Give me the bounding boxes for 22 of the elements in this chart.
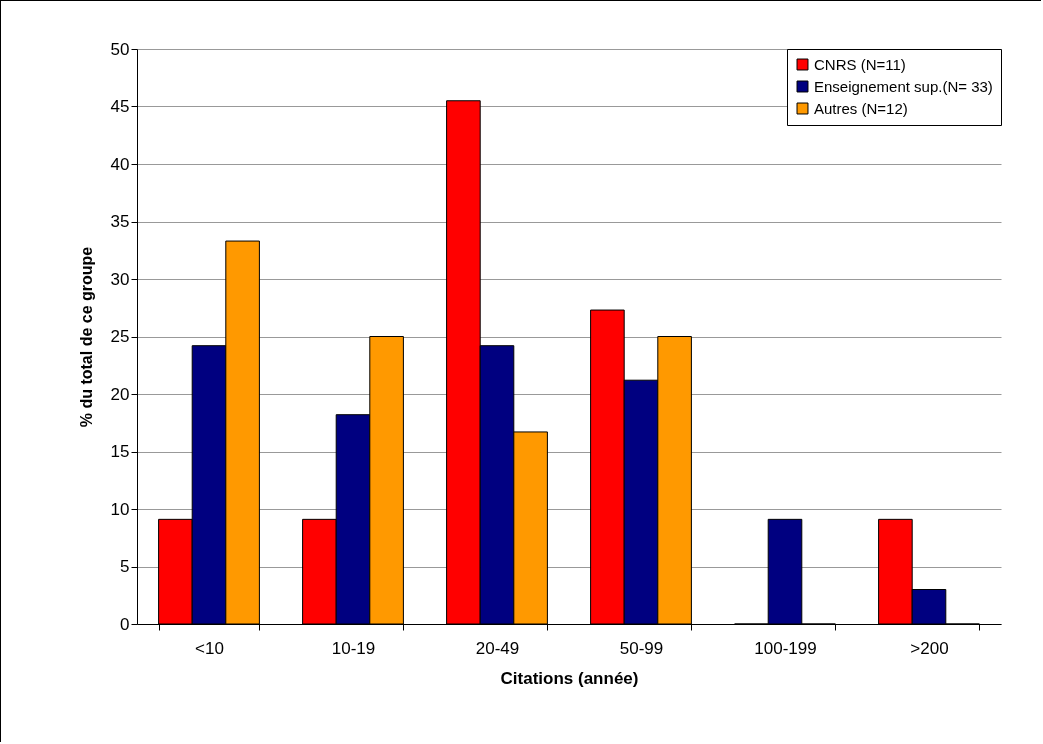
y-tick-label: 35 <box>110 212 130 231</box>
x-tick-label: 100-199 <box>754 638 817 658</box>
legend-label: Autres (N=12) <box>814 99 908 117</box>
x-axis-title: Citations (année) <box>500 668 639 688</box>
x-tick-label: >200 <box>910 638 949 658</box>
y-tick-label: 50 <box>110 39 130 59</box>
y-tick-label: 30 <box>110 269 130 289</box>
x-tick-label: <10 <box>195 638 224 658</box>
y-tick-label: 25 <box>110 327 130 346</box>
y-tick-label: 40 <box>110 154 130 174</box>
y-tick-label: 45 <box>110 97 130 116</box>
x-tick-label: 50-99 <box>619 638 664 658</box>
legend-label: Enseignement sup.(N= 33) <box>814 77 993 95</box>
y-tick-label: 0 <box>120 614 130 634</box>
x-tick-label: 10-19 <box>331 638 376 658</box>
y-tick-label: 10 <box>110 499 130 519</box>
x-tick-label: 20-49 <box>475 638 520 658</box>
legend-label: CNRS (N=11) <box>814 55 906 73</box>
y-tick-label: 5 <box>120 557 130 576</box>
y-axis-title: % du total de ce groupe <box>77 246 95 428</box>
y-tick-label: 20 <box>110 384 130 404</box>
y-tick-label: 15 <box>110 442 130 461</box>
